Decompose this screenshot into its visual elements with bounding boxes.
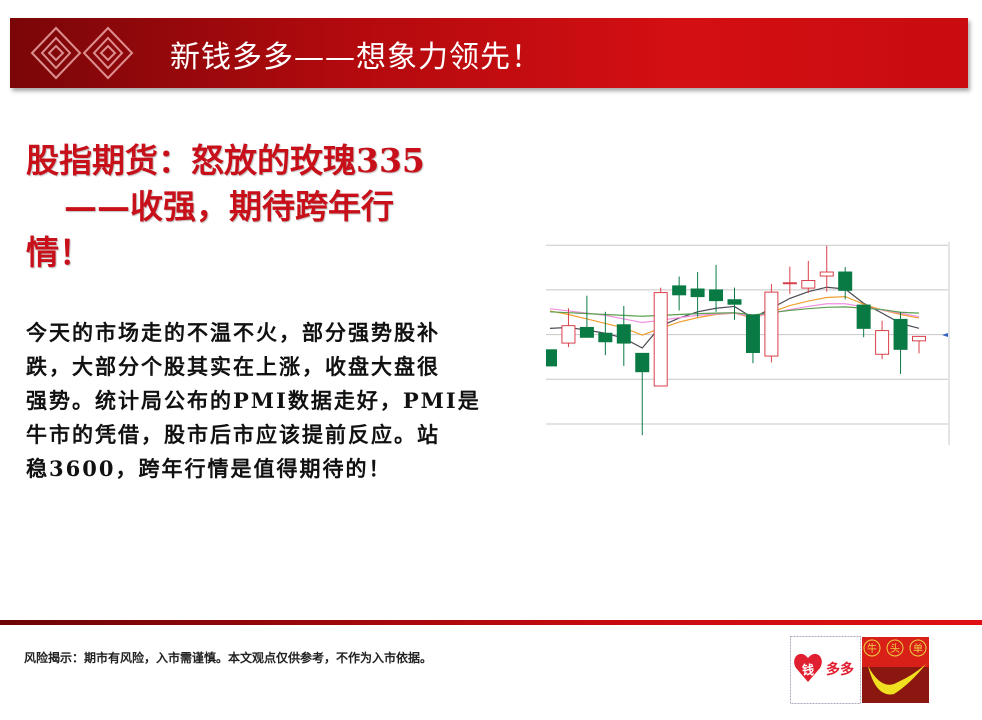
footer-divider	[0, 620, 982, 625]
candle-body	[912, 335, 926, 342]
svg-text:钱: 钱	[802, 662, 814, 677]
candle-body	[561, 325, 576, 344]
candle-body	[838, 271, 853, 291]
candle-body	[690, 288, 705, 298]
candle-body	[653, 292, 668, 387]
body-line: 跌，大部分个股其实在上涨，收盘大盘很	[26, 354, 440, 379]
title-line: 股指期货：怒放的玫瑰335	[26, 141, 425, 180]
candlestick-chart	[546, 242, 950, 445]
candle-body	[801, 280, 816, 289]
brand-logos: 钱 多多 牛 头 单	[790, 636, 929, 704]
body-line: 牛市的凭借，股市后市应该提前反应。站	[26, 422, 440, 447]
header-banner: 新钱多多——想象力领先！	[10, 18, 968, 88]
candle-body	[764, 291, 779, 357]
svg-text:头: 头	[890, 643, 900, 655]
candle-body	[579, 326, 594, 338]
candle-body	[782, 282, 797, 285]
candle-body	[598, 332, 613, 343]
header-title: 新钱多多——想象力领先！	[170, 40, 542, 75]
title-line: ——收强，期待跨年行	[64, 187, 394, 226]
candle-body	[727, 299, 742, 305]
candle-body	[635, 352, 650, 373]
candle-body	[672, 285, 687, 296]
svg-text:单: 单	[913, 643, 923, 655]
candle-body	[616, 324, 631, 344]
candle-body	[745, 314, 760, 353]
article-body: 今天的市场走的不温不火，部分强势股补 跌，大部分个股其实在上涨，收盘大盘很 强势…	[26, 316, 526, 486]
candle-body	[893, 318, 908, 350]
body-line: 强势。统计局公布的PMI数据走好，PMI是	[26, 388, 481, 413]
diamond-pattern-logo	[30, 26, 134, 80]
price-marker-icon	[942, 333, 948, 337]
risk-notice: 风险揭示：期市有风险，入市需谨慎。本文观点仅供参考，不作为入市依据。	[24, 651, 433, 665]
article-title: 股指期货：怒放的玫瑰335 ——收强，期待跨年行 情！	[26, 138, 536, 276]
svg-text:牛: 牛	[867, 642, 877, 655]
candle-body	[819, 271, 834, 277]
candle-body	[875, 330, 890, 355]
title-line: 情！	[26, 233, 92, 272]
candle-body	[709, 289, 724, 302]
svg-text:多多: 多多	[826, 661, 854, 678]
body-line: 稳3600，跨年行情是值得期待的！	[26, 456, 392, 481]
body-line: 今天的市场走的不温不火，部分强势股补	[26, 320, 440, 345]
candle-body	[856, 304, 871, 329]
candle-body	[546, 349, 557, 367]
